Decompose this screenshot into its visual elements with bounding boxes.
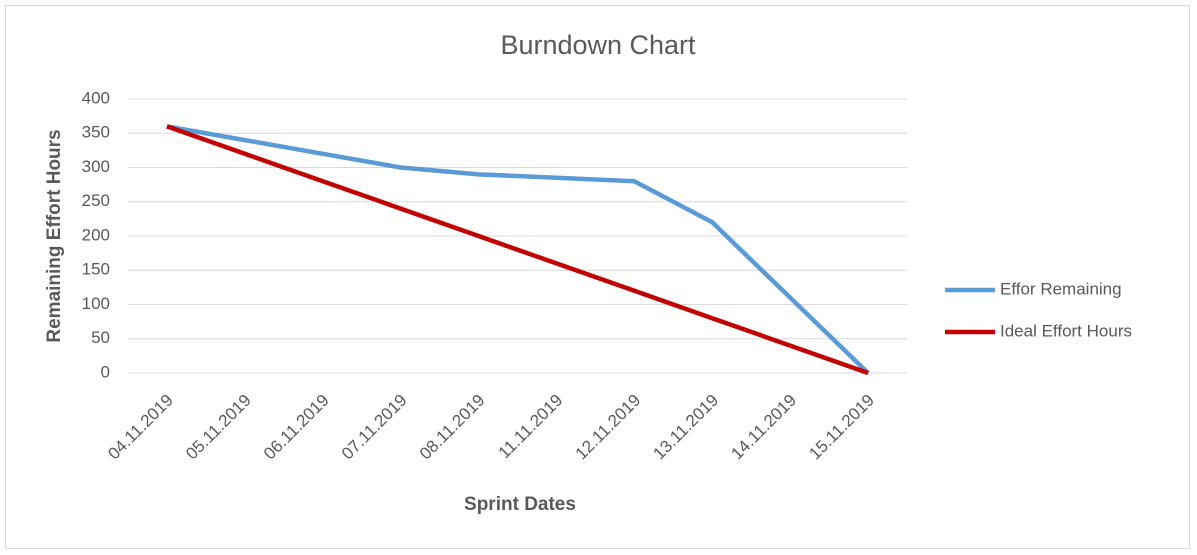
legend-label: Effor Remaining	[1000, 279, 1122, 298]
y-tick-label: 100	[82, 294, 110, 313]
y-tick-label: 200	[82, 225, 110, 244]
y-tick-label: 400	[82, 88, 110, 107]
x-axis-label: Sprint Dates	[464, 494, 576, 515]
y-tick-label: 0	[101, 362, 110, 381]
y-tick-label: 150	[82, 260, 110, 279]
series-line	[166, 124, 870, 375]
y-tick-label: 50	[91, 328, 110, 347]
y-tick-label: 250	[82, 191, 110, 210]
chart-title: Burndown Chart	[500, 30, 696, 60]
series-line	[166, 124, 869, 376]
y-tick-label: 300	[82, 157, 110, 176]
legend-label: Ideal Effort Hours	[1000, 321, 1132, 340]
y-tick-label: 350	[82, 123, 110, 142]
y-axis-label: Remaining Effort Hours	[44, 129, 65, 342]
